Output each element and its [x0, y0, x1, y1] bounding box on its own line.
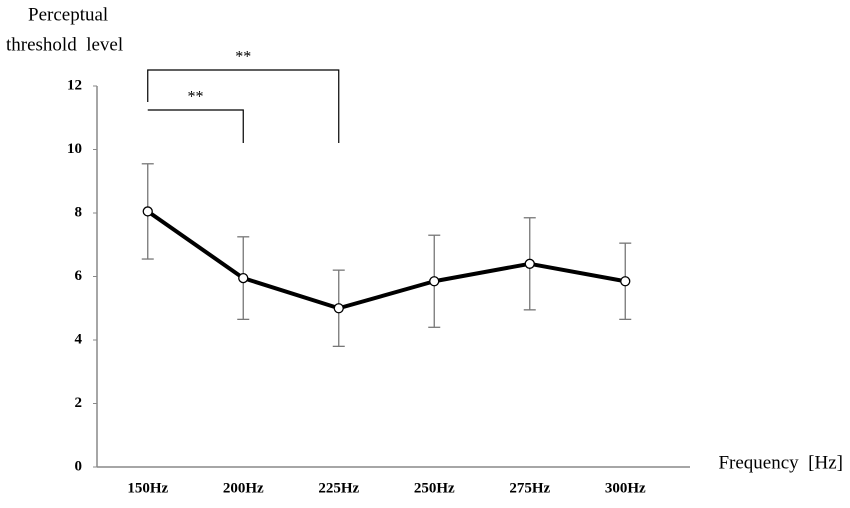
y-axis-label: threshold level	[6, 34, 123, 55]
significance-label: **	[188, 89, 204, 106]
point	[142, 206, 153, 217]
y-tick-label: 0	[75, 458, 83, 474]
x-tick-label: 225Hz	[318, 480, 359, 496]
point	[620, 276, 631, 287]
point	[333, 303, 344, 314]
point	[429, 276, 440, 287]
significance-bracket	[147, 69, 340, 143]
point	[238, 272, 249, 284]
point	[524, 258, 535, 269]
x-axis-label: Frequency [Hz]	[718, 452, 843, 473]
x-tick-label: 150Hz	[127, 480, 168, 496]
x-tick-label: 250Hz	[414, 480, 455, 496]
y-tick-label: 4	[75, 331, 83, 347]
y-tick-label: 6	[75, 268, 83, 284]
line	[146, 209, 626, 311]
y-tick-label: 10	[67, 141, 82, 157]
y-tick-label: 2	[75, 395, 83, 411]
significance-bracket	[147, 109, 244, 143]
x-tick-label: 275Hz	[509, 480, 550, 496]
significance-label: **	[235, 49, 251, 66]
y-tick-label: 8	[75, 204, 83, 220]
y-axis-label: Perceptual	[28, 4, 108, 25]
x-tick-label: 300Hz	[605, 480, 646, 496]
x-tick-label: 200Hz	[223, 480, 264, 496]
y-tick-label: 12	[67, 77, 82, 93]
